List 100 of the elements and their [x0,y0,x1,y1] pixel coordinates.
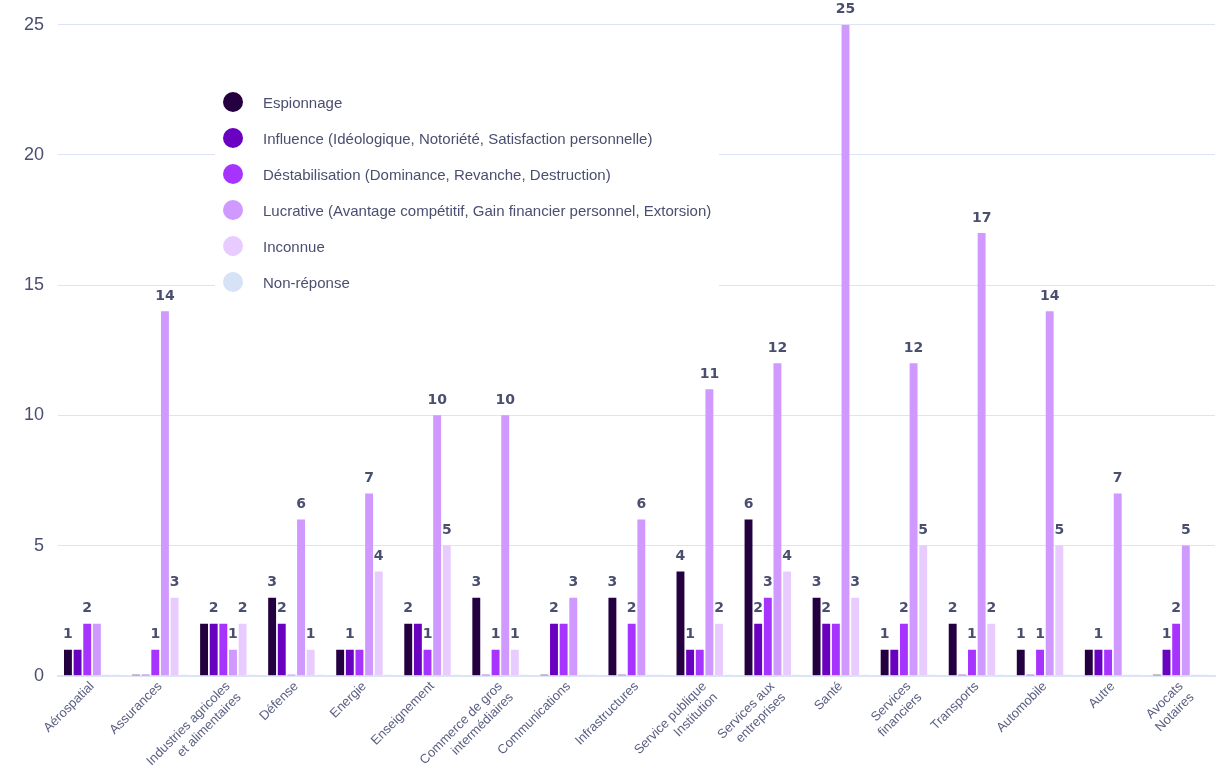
bar [404,623,413,676]
bar [83,623,92,676]
y-tick-label: 0 [34,664,45,685]
data-label: 3 [471,573,482,590]
data-label: 2 [82,599,93,616]
bar [773,363,782,676]
data-label: 4 [782,547,793,564]
bar [627,623,636,676]
data-label: 2 [714,599,724,616]
data-label: 1 [879,625,890,642]
data-label: 17 [971,208,992,225]
data-label: 2 [403,599,414,616]
bar [277,623,286,676]
bar [170,597,179,676]
data-label: 2 [626,599,637,616]
bar [238,623,247,676]
data-label: 5 [1054,521,1065,538]
data-label: 4 [373,547,384,564]
bar [151,649,160,676]
data-label: 6 [743,495,754,512]
data-label: 3 [762,573,773,590]
y-tick-label: 25 [23,13,45,34]
data-label: 3 [267,573,277,590]
y-tick-label: 20 [23,143,45,164]
bar [948,623,957,676]
data-label: 1 [1093,625,1104,642]
bar [374,571,383,676]
data-label: 2 [947,599,958,616]
bar [472,597,481,676]
data-label: 1 [150,625,161,642]
bar [695,649,704,676]
data-label: 2 [208,599,219,616]
bar [433,415,442,676]
bar [219,623,228,676]
data-label: 1 [509,625,520,642]
data-label: 2 [753,599,764,616]
data-label: 4 [675,547,686,564]
data-label: 2 [1171,599,1182,616]
bar [297,519,305,676]
bar [812,597,821,676]
data-label: 3 [568,573,579,590]
legend-label: Inconnue [263,237,325,255]
legend-label: Espionnage [263,93,343,111]
data-label: 3 [850,573,861,590]
bar [880,649,889,676]
data-label: 11 [699,364,720,381]
bar [559,623,568,676]
bar [569,597,578,676]
data-label: 10 [427,391,448,408]
bar [92,623,101,676]
data-label: 3 [607,573,618,590]
data-label: 1 [422,625,433,642]
data-label: 10 [495,391,516,408]
bar [365,493,374,676]
data-label: 2 [821,599,832,616]
data-label: 1 [1035,625,1045,642]
bar [160,311,169,676]
bar [1113,493,1122,676]
data-label: 12 [903,338,924,355]
bar [608,597,617,676]
bar [510,649,519,676]
bar [209,623,218,676]
data-label: 1 [685,625,695,642]
bar [754,623,763,676]
bar [268,597,277,676]
bar [1045,311,1054,676]
bar [1172,623,1181,676]
data-label: 2 [549,599,559,616]
data-label: 1 [63,625,73,642]
legend-label: Déstabilisation (Dominance, Revanche, Destruction) [263,165,611,183]
data-label: 1 [305,625,316,642]
data-label: 2 [986,599,997,616]
bar [851,597,860,676]
data-label: 1 [1161,625,1172,642]
bar [890,649,899,676]
bar [987,623,996,676]
data-label: 5 [1180,521,1191,538]
bar [1016,649,1025,676]
data-label: 5 [918,521,929,538]
bar [909,363,918,676]
bar [1104,649,1113,676]
data-label: 2 [899,599,909,616]
bar [686,649,695,676]
bar [63,649,72,676]
bar [306,649,315,676]
bar [229,649,237,676]
data-label: 6 [296,495,306,512]
bar [977,233,986,676]
bar [919,545,928,676]
data-label: 14 [1039,286,1060,303]
bar [491,649,500,676]
bar [336,649,345,676]
y-tick-label: 10 [23,404,45,425]
legend-label: Lucrative (Avantage compétitif, Gain financier personnel, Extorsion) [263,201,712,219]
data-label: 1 [344,625,355,642]
y-tick-label: 5 [34,534,45,555]
bar [783,571,792,676]
bar [705,389,714,676]
data-label: 3 [169,573,180,590]
bar [763,597,772,676]
